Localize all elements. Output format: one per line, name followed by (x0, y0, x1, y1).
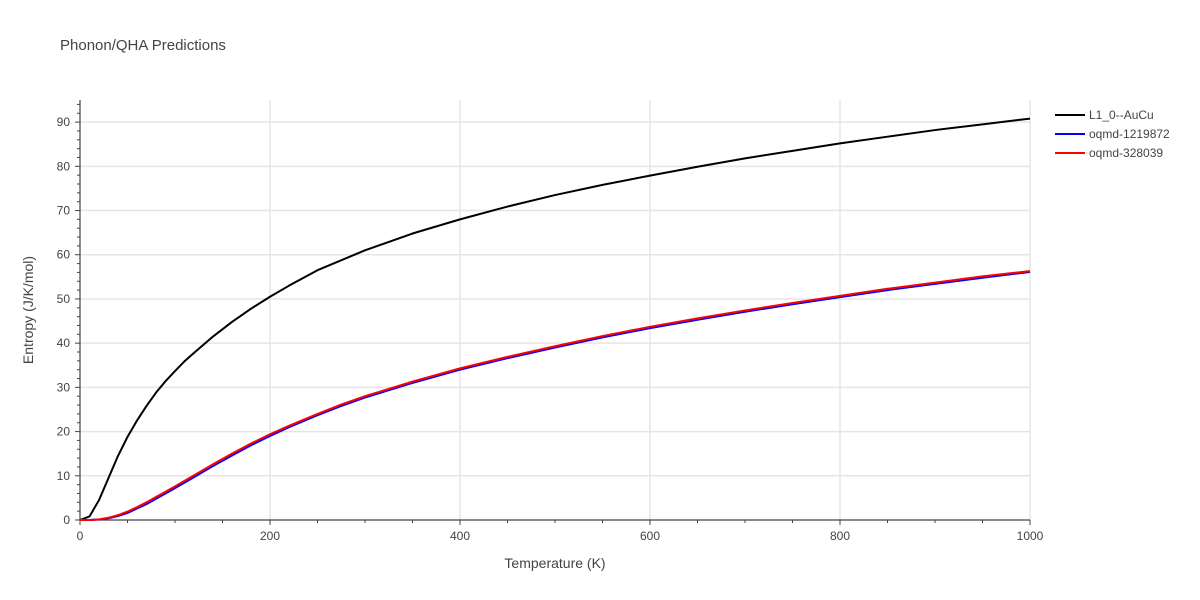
y-tick-label: 30 (57, 380, 71, 394)
legend[interactable]: L1_0--AuCu oqmd-1219872 oqmd-328039 (1055, 108, 1170, 160)
series-lines (79, 117, 1031, 521)
chart-title: Phonon/QHA Predictions (60, 37, 226, 54)
y-tick-label: 80 (57, 159, 71, 173)
y-tick-label: 0 (63, 513, 70, 527)
legend-item-1[interactable]: L1_0--AuCu (1055, 108, 1154, 122)
x-tick-label: 400 (450, 529, 470, 543)
y-tick-label: 90 (57, 115, 71, 129)
y-tick-label: 20 (57, 425, 71, 439)
y-tick-label: 50 (57, 292, 71, 306)
x-tick-label: 200 (260, 529, 280, 543)
series-line-3 (80, 270, 1031, 521)
legend-item-3[interactable]: oqmd-328039 (1055, 146, 1163, 160)
tick-labels: 0 200 400 600 800 1000 0 10 20 30 40 50 60 70 80 90 (57, 115, 1044, 543)
series-line-2 (80, 270, 1031, 521)
legend-label: oqmd-1219872 (1089, 127, 1170, 141)
axes (75, 100, 1031, 525)
grid (80, 100, 1031, 520)
legend-label: L1_0--AuCu (1089, 108, 1154, 122)
y-tick-label: 40 (57, 336, 71, 350)
y-tick-label: 70 (57, 204, 71, 218)
y-axis-title: Entropy (J/K/mol) (20, 256, 36, 364)
series-line-1 (79, 117, 1031, 521)
x-tick-label: 800 (830, 529, 850, 543)
legend-label: oqmd-328039 (1089, 146, 1163, 160)
y-tick-label: 10 (57, 469, 71, 483)
x-tick-label: 600 (640, 529, 660, 543)
legend-item-2[interactable]: oqmd-1219872 (1055, 127, 1170, 141)
x-axis-title: Temperature (K) (504, 555, 605, 571)
x-tick-label: 0 (77, 529, 84, 543)
y-tick-label: 60 (57, 248, 71, 262)
x-tick-label: 1000 (1017, 529, 1044, 543)
